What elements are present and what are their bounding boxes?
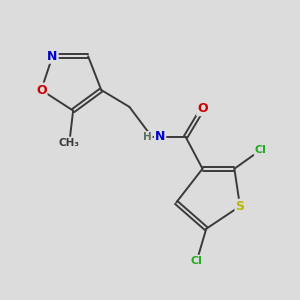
Text: H: H — [143, 132, 152, 142]
Text: N: N — [47, 50, 58, 63]
Text: O: O — [197, 102, 208, 115]
Text: S: S — [236, 200, 244, 213]
Text: N: N — [155, 130, 165, 143]
Text: O: O — [36, 83, 46, 97]
Text: Cl: Cl — [255, 145, 267, 155]
Text: Cl: Cl — [191, 256, 203, 266]
Text: CH₃: CH₃ — [59, 137, 80, 148]
